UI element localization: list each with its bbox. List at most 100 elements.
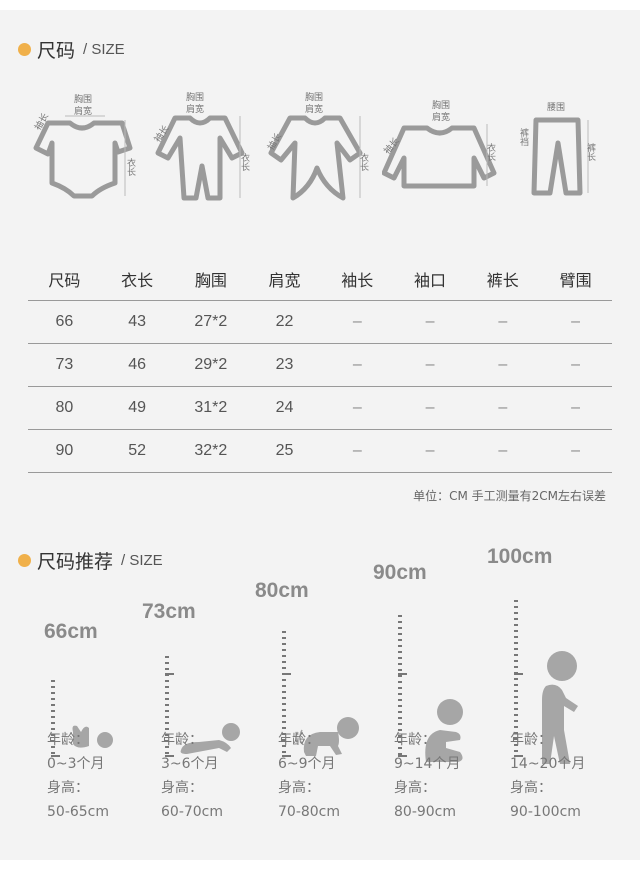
header-cell: 胸围 <box>173 258 249 301</box>
height-label: 100cm <box>487 545 553 568</box>
svg-text:胸围: 胸围 <box>305 91 323 103</box>
crawling-baby-icon <box>295 717 359 756</box>
bullet-dot <box>18 554 31 567</box>
table-cell: – <box>539 429 612 473</box>
age-label: 年龄： <box>394 732 436 748</box>
age: 3~6个月 <box>161 756 219 772</box>
height-label: 66cm <box>44 620 98 643</box>
table-cell: – <box>393 343 467 387</box>
size-table: 尺码 衣长 胸围 肩宽 袖长 袖口 裤长 臂围 66 43 27*2 22– – – –73… <box>28 258 612 473</box>
table-cell: – <box>466 343 540 387</box>
table-cell: 66 <box>28 300 101 344</box>
age-height-info: 年龄： 0~3个月身高： 50-65cm <box>47 728 109 824</box>
table-cell: 80 <box>28 386 101 430</box>
range: 50-65cm <box>47 804 110 820</box>
svg-text:肩宽: 肩宽 <box>432 111 450 123</box>
age: 9~14个月 <box>394 756 461 772</box>
table-cell: – <box>320 300 394 344</box>
height-label: 身高： <box>510 780 552 796</box>
table-cell: 25 <box>248 429 321 473</box>
sitting-baby-icon <box>425 699 463 762</box>
table-cell: – <box>320 343 394 387</box>
table-cell: 22 <box>248 300 321 344</box>
table-row: 90 52 32*2 25– – – – <box>28 429 612 473</box>
bullet-dot <box>18 43 31 56</box>
header-cell: 衣长 <box>100 258 174 301</box>
svg-text:胸围: 胸围 <box>432 99 450 111</box>
age-height-info: 年龄： 14~20个月 身高： 90-100cm <box>510 728 585 824</box>
header-cell: 袖长 <box>320 258 394 301</box>
lying-baby-icon <box>72 725 113 748</box>
header-cell: 臂围 <box>539 258 612 301</box>
table-cell: – <box>393 429 467 473</box>
svg-text:衣长: 衣长 <box>358 152 369 172</box>
height-label: 90cm <box>373 561 427 584</box>
svg-text:胸围: 胸围 <box>74 93 92 105</box>
ruler-icon <box>514 600 523 757</box>
table-cell: 31*2 <box>173 386 249 430</box>
svg-text:肩宽: 肩宽 <box>74 105 92 117</box>
garment-bodysuit-icon: 胸围 肩宽 袖长 衣长 <box>32 93 136 199</box>
svg-text:胸围: 胸围 <box>186 91 204 103</box>
svg-text:肩宽: 肩宽 <box>186 103 204 115</box>
table-cell: 29*2 <box>173 343 249 387</box>
ruler-icon <box>165 656 174 757</box>
section-title-recommend: 尺码推荐 / SIZE <box>18 547 163 574</box>
table-cell: 43 <box>100 300 174 344</box>
table-cell: – <box>320 386 394 430</box>
header-cell: 裤长 <box>466 258 540 301</box>
svg-text:衣长: 衣长 <box>125 157 136 177</box>
svg-text:袖长: 袖长 <box>32 111 51 133</box>
title-en: / SIZE <box>83 41 125 58</box>
ruler-icon <box>282 631 291 757</box>
garment-pants-icon: 腰围 裤裆 裤长 <box>520 102 596 196</box>
prone-baby-icon <box>180 723 240 754</box>
height-label: 身高： <box>278 780 320 796</box>
table-cell: – <box>539 386 612 430</box>
table-cell: 46 <box>100 343 174 387</box>
table-cell: 23 <box>248 343 321 387</box>
age-height-info: 年龄： 3~6个月身高： 60-70cm <box>161 728 223 824</box>
garment-gown-icon: 胸围 肩宽 袖长 衣长 <box>265 91 369 201</box>
svg-text:衣长: 衣长 <box>239 152 250 172</box>
height-label: 身高： <box>47 780 89 796</box>
svg-text:裤长: 裤长 <box>585 142 596 162</box>
title-cn: 尺码 <box>37 40 76 62</box>
header-cell: 尺码 <box>28 258 101 301</box>
table-cell: – <box>539 343 612 387</box>
range: 60-70cm <box>161 804 224 820</box>
height-label: 80cm <box>255 579 309 602</box>
svg-text:衣长: 衣长 <box>485 142 496 162</box>
svg-text:肩宽: 肩宽 <box>305 103 323 115</box>
table-header-row: 尺码 衣长 胸围 肩宽 袖长 袖口 裤长 臂围 <box>28 258 612 301</box>
table-row: 66 43 27*2 22– – – – <box>28 300 612 344</box>
table-cell: 73 <box>28 343 101 387</box>
table-cell: – <box>393 386 467 430</box>
range: 90-100cm <box>510 804 581 820</box>
table-cell: 52 <box>100 429 174 473</box>
table-cell: 32*2 <box>173 429 249 473</box>
age-label: 年龄： <box>161 732 203 748</box>
table-cell: – <box>320 429 394 473</box>
age-height-info: 年龄： 6~9个月 身高： 70-80cm <box>278 728 340 824</box>
svg-text:腰围: 腰围 <box>547 102 565 113</box>
age: 0~3个月 <box>47 756 105 772</box>
age-label: 年龄： <box>278 732 320 748</box>
header-cell: 肩宽 <box>248 258 321 301</box>
garment-romper-icon: 胸围 肩宽 袖长 衣长 <box>151 91 250 201</box>
table-cell: – <box>466 429 540 473</box>
walking-toddler-icon <box>542 651 578 764</box>
table-row: 80 49 31*2 24– – – – <box>28 386 612 430</box>
range: 80-90cm <box>394 804 457 820</box>
table-cell: 90 <box>28 429 101 473</box>
table-cell: – <box>466 386 540 430</box>
age-label: 年龄： <box>47 732 89 748</box>
age: 14~20个月 <box>510 756 586 772</box>
ruler-icon <box>398 615 407 757</box>
height-label: 身高： <box>394 780 436 796</box>
table-cell: 24 <box>248 386 321 430</box>
table-cell: 49 <box>100 386 174 430</box>
table-cell: 27*2 <box>173 300 249 344</box>
height-label: 身高： <box>161 780 203 796</box>
table-cell: – <box>539 300 612 344</box>
